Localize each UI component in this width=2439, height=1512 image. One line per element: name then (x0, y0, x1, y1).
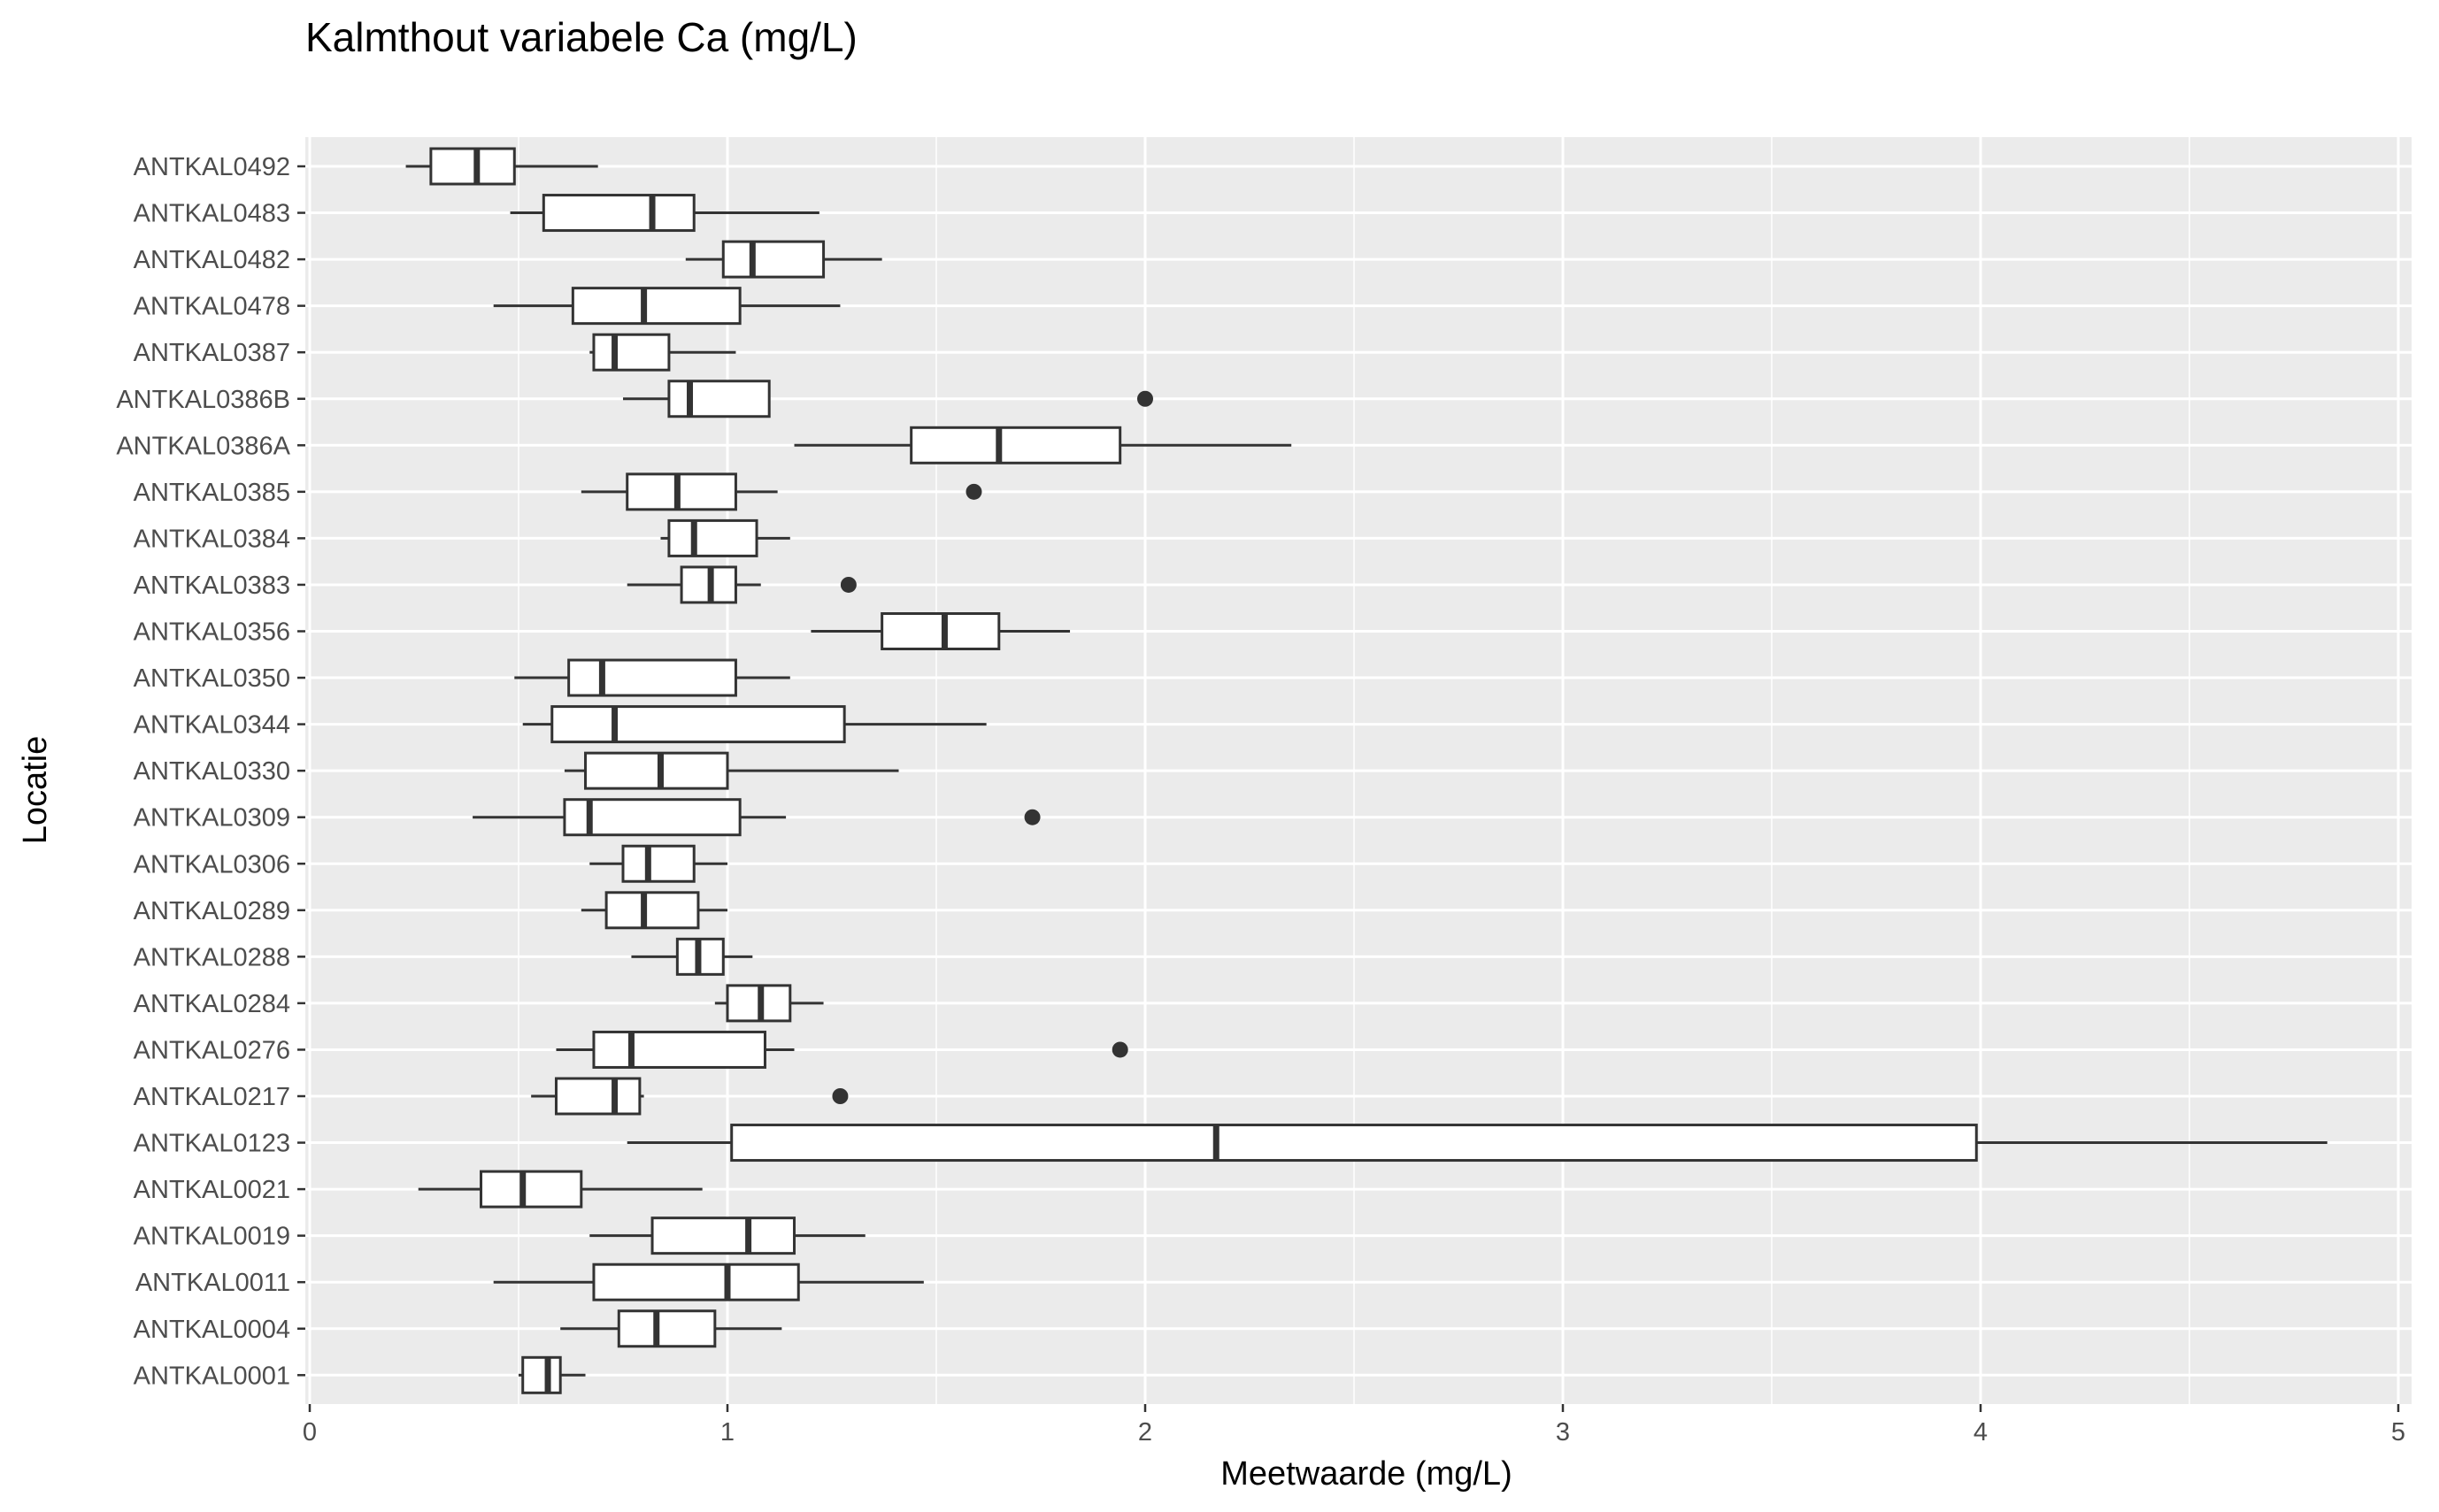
box-iqr (567, 658, 737, 697)
box-antkal0384 (660, 518, 790, 557)
y-axis-title: Locatie (17, 736, 54, 845)
y-tick-label: ANTKAL0217 (134, 1083, 290, 1111)
box-iqr (667, 518, 758, 557)
outlier-point (1137, 390, 1153, 407)
outlier-point (1024, 809, 1041, 825)
box-iqr (542, 194, 696, 233)
box-antkal0021 (418, 1170, 703, 1209)
box-antkal0011 (493, 1263, 924, 1301)
outlier-point (840, 576, 857, 593)
box-antkal0492 (405, 147, 598, 186)
y-tick-label: ANTKAL0330 (134, 757, 290, 786)
outlier-point (966, 483, 982, 500)
y-tick-label: ANTKAL0384 (134, 525, 290, 553)
y-tick-label: ANTKAL0284 (134, 990, 290, 1018)
box-iqr (604, 891, 700, 930)
box-antkal0284 (714, 984, 824, 1023)
box-iqr (626, 472, 737, 511)
y-tick-label: ANTKAL0001 (134, 1362, 290, 1390)
box-antkal0217 (531, 1077, 849, 1116)
x-axis-title: Meetwaarde (mg/L) (1220, 1455, 1512, 1493)
box-iqr (910, 426, 1122, 464)
box-iqr (617, 1309, 717, 1348)
box-iqr (571, 287, 742, 326)
x-tick-label: 5 (2391, 1418, 2405, 1447)
y-tick-label: ANTKAL0021 (134, 1176, 290, 1204)
y-tick-label: ANTKAL0385 (134, 479, 290, 507)
box-antkal0309 (473, 798, 1041, 837)
box-antkal0386a (794, 426, 1292, 464)
box-iqr (554, 1077, 642, 1116)
y-tick-label: ANTKAL0386B (116, 386, 290, 414)
y-tick-label: ANTKAL0306 (134, 850, 290, 879)
box-antkal0383 (627, 565, 857, 604)
y-tick-label: ANTKAL0011 (135, 1269, 290, 1297)
box-antkal0386b (623, 380, 1153, 418)
box-iqr (480, 1170, 583, 1209)
x-tick-label: 1 (720, 1418, 735, 1447)
y-tick-label: ANTKAL0483 (134, 200, 290, 228)
box-iqr (521, 1355, 562, 1394)
y-tick-label: ANTKAL0350 (134, 664, 290, 693)
x-tick-label: 3 (1556, 1418, 1570, 1447)
box-iqr (667, 380, 771, 418)
y-tick-label: ANTKAL0387 (134, 339, 290, 367)
y-tick-label: ANTKAL0344 (134, 711, 290, 740)
box-antkal0385 (581, 472, 982, 511)
box-antkal0123 (627, 1124, 2327, 1163)
y-tick-label: ANTKAL0276 (134, 1036, 290, 1064)
box-iqr (563, 798, 742, 837)
box-antkal0001 (519, 1355, 586, 1394)
box-antkal0483 (510, 194, 819, 233)
box-antkal0019 (589, 1217, 866, 1255)
box-antkal0288 (631, 937, 753, 976)
box-iqr (584, 751, 729, 790)
box-antkal0356 (811, 612, 1071, 650)
box-iqr (650, 1217, 796, 1255)
box-antkal0344 (522, 705, 987, 744)
x-tick-label: 2 (1138, 1418, 1152, 1447)
box-antkal0306 (589, 844, 727, 883)
box-iqr (592, 333, 671, 372)
y-tick-label: ANTKAL0478 (134, 293, 290, 321)
box-antkal0350 (514, 658, 790, 697)
y-tick-label: ANTKAL0383 (134, 572, 290, 600)
box-iqr (730, 1124, 1978, 1163)
box-antkal0276 (556, 1030, 1128, 1069)
box-antkal0482 (685, 240, 882, 279)
chart-title: Kalmthout variabele Ca (mg/L) (305, 14, 858, 60)
y-tick-label: ANTKAL0482 (134, 246, 290, 274)
box-antkal0330 (564, 751, 899, 790)
axes: ANTKAL0492 ANTKAL0483 ANTKAL0482 ANTKAL0478… (116, 153, 2405, 1447)
x-tick-label: 0 (303, 1418, 317, 1447)
y-tick-label: ANTKAL0288 (134, 943, 290, 971)
plot-area (305, 137, 2412, 1404)
y-tick-label: ANTKAL0356 (134, 618, 290, 647)
y-tick-label: ANTKAL0123 (134, 1130, 290, 1158)
y-tick-label: ANTKAL0004 (134, 1316, 290, 1344)
box-antkal0289 (581, 891, 727, 930)
outlier-point (832, 1088, 849, 1104)
box-iqr (592, 1030, 766, 1069)
y-tick-label: ANTKAL0386A (116, 432, 290, 460)
box-iqr (621, 844, 696, 883)
box-antkal0478 (493, 287, 841, 326)
y-tick-label: ANTKAL0309 (134, 804, 290, 833)
box-iqr (592, 1263, 800, 1301)
box-iqr (429, 147, 516, 186)
box-iqr (881, 612, 1001, 650)
y-tick-label: ANTKAL0289 (134, 897, 290, 925)
outlier-point (1112, 1041, 1128, 1058)
y-tick-label: ANTKAL0492 (134, 153, 290, 181)
x-tick-label: 4 (1974, 1418, 1988, 1447)
box-iqr (721, 240, 826, 279)
box-antkal0387 (589, 333, 736, 372)
box-antkal0004 (560, 1309, 782, 1348)
box-iqr (550, 705, 846, 744)
y-tick-label: ANTKAL0019 (134, 1223, 290, 1251)
